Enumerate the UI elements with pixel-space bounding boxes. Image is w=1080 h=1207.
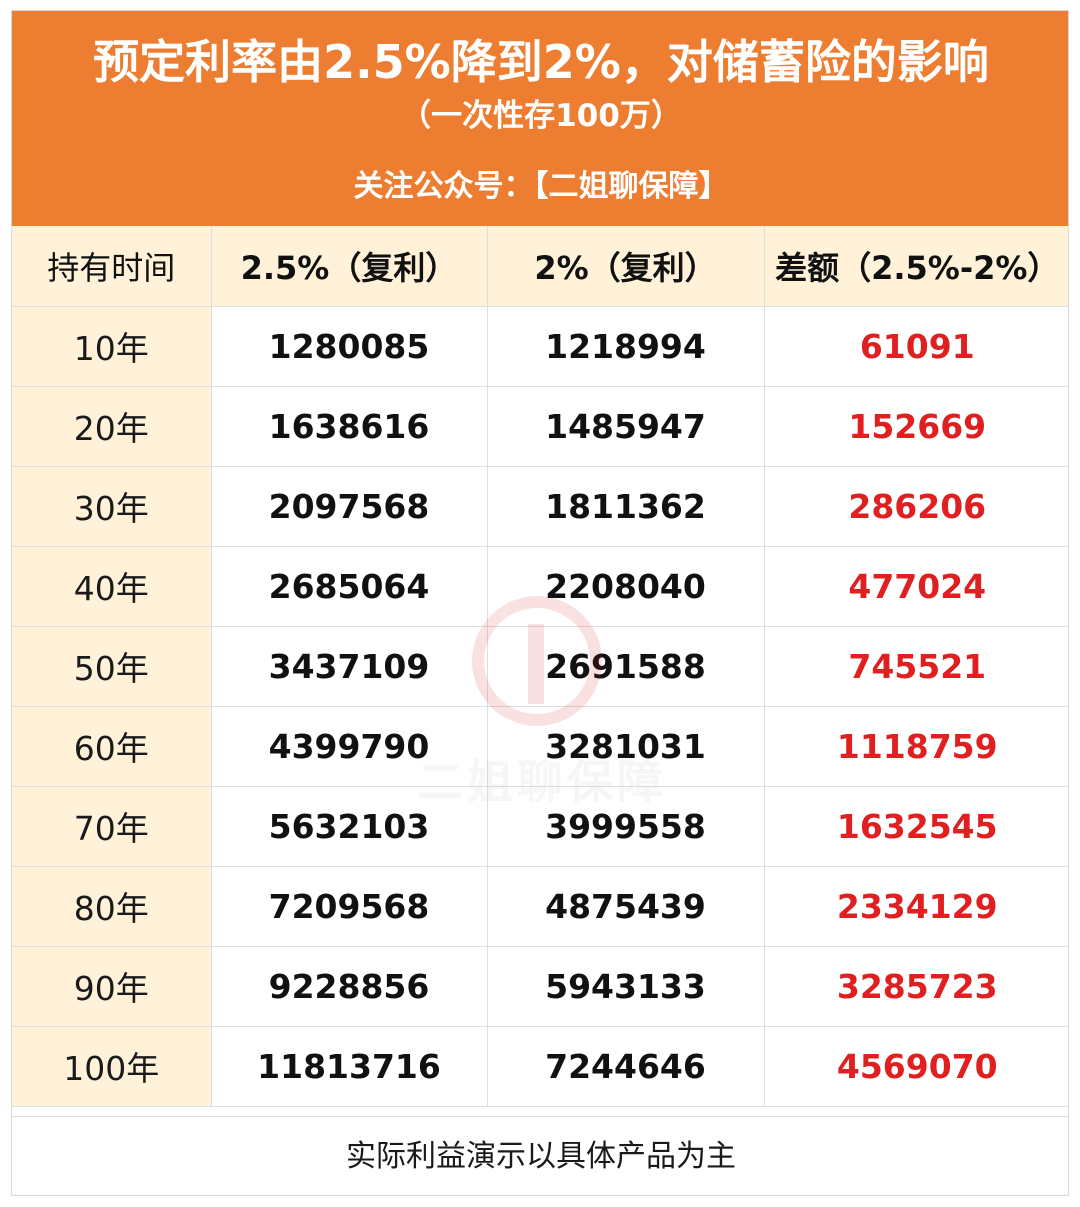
cell-rate-2: 5943133 (486, 945, 765, 1027)
cell-period: 20年 (12, 385, 212, 467)
cell-rate-2: 2208040 (486, 545, 765, 627)
cell-diff: 152669 (763, 385, 1068, 467)
cell-period: 80年 (12, 865, 212, 947)
column-header-diff: 差额（2.5%-2%） (763, 226, 1068, 307)
column-header-rate-25: 2.5%（复利） (210, 226, 488, 307)
table-row: 80年 7209568 4875439 2334129 (12, 865, 1068, 947)
comparison-table: 持有时间 2.5%（复利） 2%（复利） 差额（2.5%-2%） 10年 128… (12, 226, 1068, 1107)
cell-period: 60年 (12, 705, 212, 787)
cell-period: 10年 (12, 305, 212, 387)
cell-diff: 745521 (763, 625, 1068, 707)
cell-diff: 3285723 (763, 945, 1068, 1027)
footer-note: 实际利益演示以具体产品为主 (12, 1116, 1068, 1195)
cell-period: 40年 (12, 545, 212, 627)
cell-rate-25: 2097568 (210, 465, 488, 547)
table-row: 70年 5632103 3999558 1632545 (12, 785, 1068, 867)
cell-rate-2: 2691588 (486, 625, 765, 707)
cell-rate-25: 3437109 (210, 625, 488, 707)
cell-rate-2: 1485947 (486, 385, 765, 467)
cell-rate-2: 7244646 (486, 1025, 765, 1107)
follow-account-note: 关注公众号：【二姐聊保障】 (353, 169, 729, 204)
table-row: 100年 11813716 7244646 4569070 (12, 1025, 1068, 1107)
cell-diff: 1632545 (763, 785, 1068, 867)
table-row: 40年 2685064 2208040 477024 (12, 545, 1068, 627)
cell-period: 90年 (12, 945, 212, 1027)
cell-diff: 286206 (763, 465, 1068, 547)
cell-rate-25: 1638616 (210, 385, 488, 467)
cell-rate-2: 4875439 (486, 865, 765, 947)
cell-period: 50年 (12, 625, 212, 707)
cell-period: 70年 (12, 785, 212, 867)
table-row: 30年 2097568 1811362 286206 (12, 465, 1068, 547)
column-header-rate-2: 2%（复利） (486, 226, 765, 307)
cell-period: 100年 (12, 1025, 212, 1107)
table-row: 20年 1638616 1485947 152669 (12, 385, 1068, 467)
page-subtitle: （一次性存100万） (400, 98, 682, 134)
cell-rate-25: 5632103 (210, 785, 488, 867)
table-row: 90年 9228856 5943133 3285723 (12, 945, 1068, 1027)
table-row: 10年 1280085 1218994 61091 (12, 305, 1068, 387)
cell-period: 30年 (12, 465, 212, 547)
cell-rate-2: 3281031 (486, 705, 765, 787)
cell-diff: 4569070 (763, 1025, 1068, 1107)
cell-rate-2: 1811362 (486, 465, 765, 547)
cell-rate-25: 1280085 (210, 305, 488, 387)
table-header-row: 持有时间 2.5%（复利） 2%（复利） 差额（2.5%-2%） (12, 226, 1068, 307)
cell-rate-25: 4399790 (210, 705, 488, 787)
cell-diff: 61091 (763, 305, 1068, 387)
header-banner: 预定利率由2.5%降到2%，对储蓄险的影响 （一次性存100万） 关注公众号：【… (12, 11, 1068, 226)
infographic-card: 预定利率由2.5%降到2%，对储蓄险的影响 （一次性存100万） 关注公众号：【… (11, 10, 1069, 1196)
cell-rate-25: 2685064 (210, 545, 488, 627)
page-title: 预定利率由2.5%降到2%，对储蓄险的影响 (93, 35, 989, 89)
cell-rate-25: 9228856 (210, 945, 488, 1027)
cell-rate-2: 3999558 (486, 785, 765, 867)
table-row: 50年 3437109 2691588 745521 (12, 625, 1068, 707)
cell-diff: 1118759 (763, 705, 1068, 787)
cell-diff: 477024 (763, 545, 1068, 627)
column-header-period: 持有时间 (12, 226, 212, 307)
cell-rate-25: 7209568 (210, 865, 488, 947)
cell-diff: 2334129 (763, 865, 1068, 947)
cell-rate-2: 1218994 (486, 305, 765, 387)
cell-rate-25: 11813716 (210, 1025, 488, 1107)
table-row: 60年 4399790 3281031 1118759 (12, 705, 1068, 787)
